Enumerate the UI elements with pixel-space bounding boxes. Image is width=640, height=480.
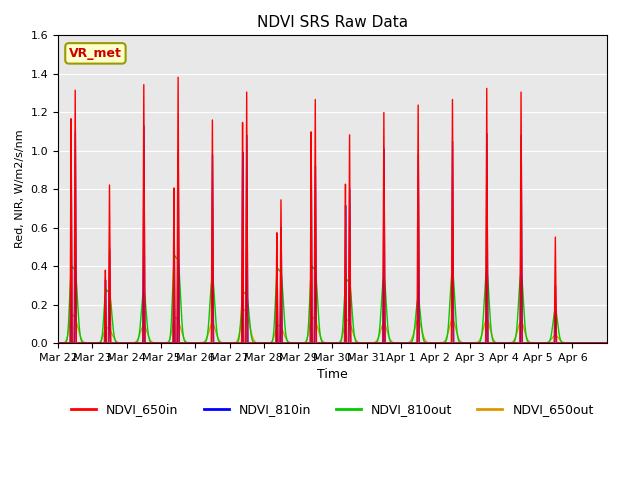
NDVI_810out — [171, 253, 179, 259]
NDVI_650in — [603, 340, 611, 346]
NDVI_650out — [568, 340, 576, 346]
NDVI_810out — [603, 340, 611, 346]
NDVI_650out — [54, 340, 62, 346]
NDVI_650out — [403, 340, 410, 346]
NDVI_810in — [379, 340, 387, 346]
NDVI_650in — [379, 340, 387, 346]
NDVI_810out — [461, 340, 468, 346]
NDVI_810out — [82, 340, 90, 346]
Legend: NDVI_650in, NDVI_810in, NDVI_810out, NDVI_650out: NDVI_650in, NDVI_810in, NDVI_810out, NDV… — [66, 398, 598, 421]
Line: NDVI_810in: NDVI_810in — [58, 126, 607, 343]
NDVI_650in — [253, 340, 260, 346]
NDVI_810in — [140, 123, 148, 129]
NDVI_650out — [490, 338, 498, 344]
NDVI_650in — [461, 340, 468, 346]
NDVI_810out — [568, 340, 576, 346]
X-axis label: Time: Time — [317, 368, 348, 381]
NDVI_650out — [379, 322, 387, 327]
NDVI_650out — [603, 340, 611, 346]
NDVI_810out — [253, 340, 260, 346]
NDVI_650out — [253, 340, 260, 346]
NDVI_810in — [253, 340, 260, 346]
NDVI_810in — [603, 340, 611, 346]
Y-axis label: Red, NIR, W/m2/s/nm: Red, NIR, W/m2/s/nm — [15, 130, 25, 249]
NDVI_650out — [461, 340, 468, 346]
Title: NDVI SRS Raw Data: NDVI SRS Raw Data — [257, 15, 408, 30]
Line: NDVI_650out: NDVI_650out — [58, 310, 607, 343]
NDVI_810in — [461, 340, 468, 346]
NDVI_810out — [403, 340, 410, 346]
NDVI_810in — [82, 340, 90, 346]
NDVI_810out — [490, 339, 498, 345]
NDVI_650in — [490, 340, 498, 346]
NDVI_650in — [82, 340, 90, 346]
NDVI_650out — [241, 307, 248, 313]
NDVI_650out — [82, 340, 90, 346]
NDVI_810out — [379, 281, 387, 287]
NDVI_650in — [403, 340, 410, 346]
Line: NDVI_650in: NDVI_650in — [58, 77, 607, 343]
NDVI_650in — [54, 340, 62, 346]
NDVI_810in — [403, 340, 410, 346]
NDVI_810out — [54, 340, 62, 346]
NDVI_650in — [174, 74, 182, 80]
NDVI_810in — [490, 340, 498, 346]
Text: VR_met: VR_met — [69, 47, 122, 60]
Line: NDVI_810out: NDVI_810out — [58, 256, 607, 343]
NDVI_810in — [54, 340, 62, 346]
